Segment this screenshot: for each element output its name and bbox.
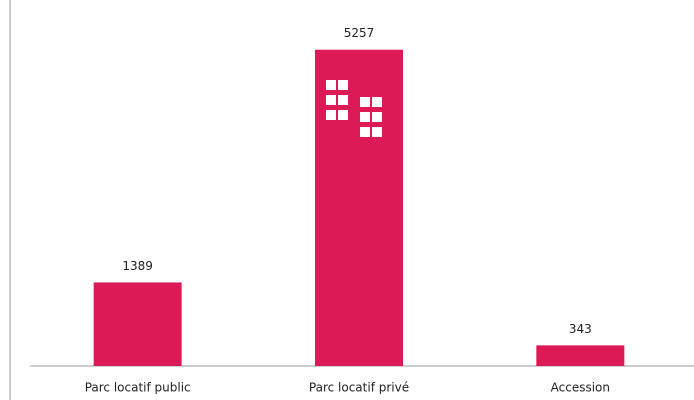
value-label: 1389 (122, 259, 153, 273)
value-label: 343 (569, 322, 592, 336)
value-label: 5257 (344, 26, 375, 40)
bar (93, 282, 182, 366)
x-tick-label: Parc locatif privé (309, 381, 409, 395)
x-tick-label: Parc locatif public (85, 381, 191, 395)
bar (536, 345, 625, 366)
x-tick-label: Accession (551, 381, 610, 395)
bars (93, 49, 625, 367)
building-icon (326, 80, 382, 137)
